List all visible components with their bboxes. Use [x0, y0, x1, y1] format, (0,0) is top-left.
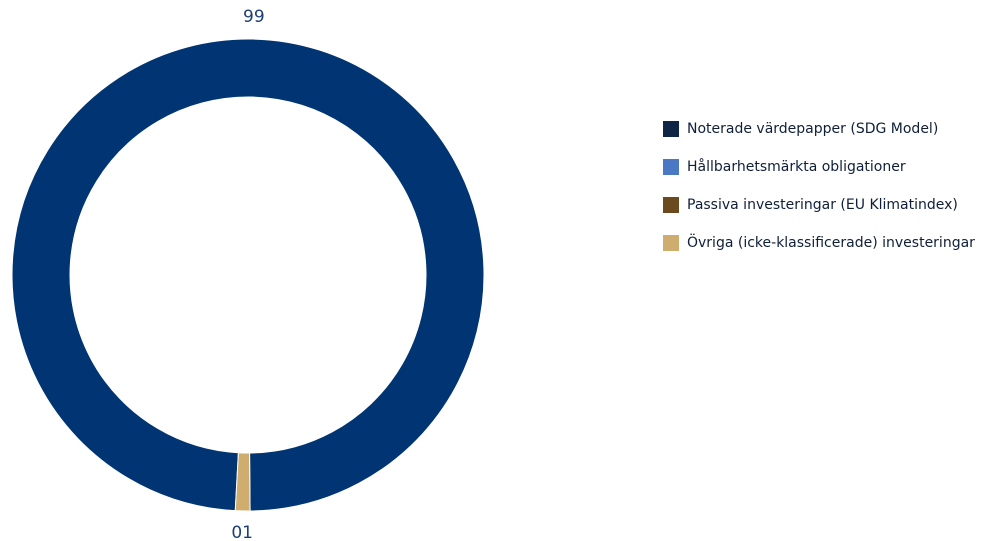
- legend-swatch: [663, 197, 679, 213]
- slice-ovriga: [234, 452, 251, 512]
- legend-label: Övriga (icke-klassificerade) investering…: [687, 235, 975, 251]
- legend-swatch: [663, 235, 679, 251]
- chart-legend: Noterade värdepapper (SDG Model) Hållbar…: [663, 118, 975, 270]
- legend-label: Passiva investeringar (EU Klimatindex): [687, 197, 958, 213]
- donut-slices: [11, 38, 485, 512]
- legend-item-hallbarhetsmarkta: Hållbarhetsmärkta obligationer: [663, 156, 975, 178]
- legend-item-ovriga: Övriga (icke-klassificerade) investering…: [663, 232, 975, 254]
- slice-noterade: [11, 38, 485, 512]
- legend-label: Hållbarhetsmärkta obligationer: [687, 159, 906, 175]
- legend-swatch: [663, 121, 679, 137]
- legend-item-noterade: Noterade värdepapper (SDG Model): [663, 118, 975, 140]
- data-label-ovriga: 01: [231, 523, 253, 541]
- legend-item-passiva: Passiva investeringar (EU Klimatindex): [663, 194, 975, 216]
- donut-labels: 99 01: [231, 7, 264, 541]
- data-label-noterade: 99: [243, 7, 265, 27]
- legend-swatch: [663, 159, 679, 175]
- legend-label: Noterade värdepapper (SDG Model): [687, 121, 939, 137]
